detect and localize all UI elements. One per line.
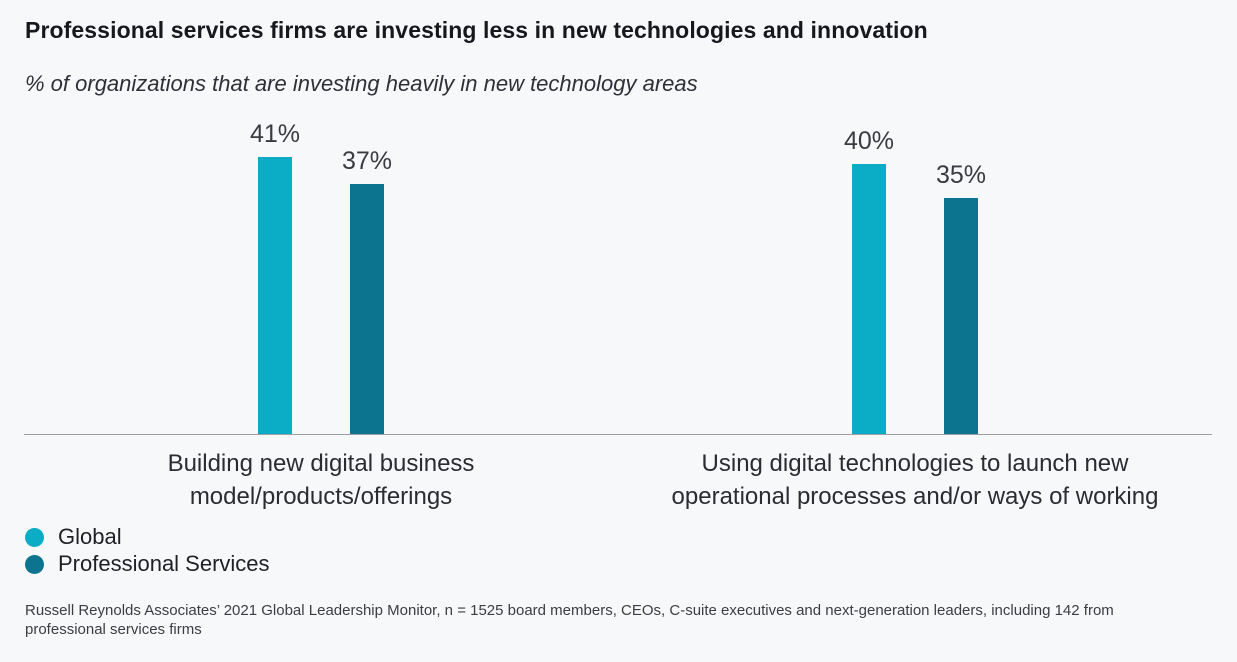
category-label: Using digital technologies to launch new… — [618, 447, 1212, 513]
category-label-line: Using digital technologies to launch new — [701, 450, 1129, 477]
category-label-line: model/products/offerings — [189, 483, 453, 510]
legend-item: Professional Services — [25, 551, 270, 577]
category-label-line: Building new digital business — [167, 450, 475, 477]
bar-group: 41% 37% — [24, 110, 618, 434]
bar-value-label: 40% — [843, 127, 894, 155]
bar-column: 35% — [936, 161, 986, 434]
category-label: Building new digital business model/produ… — [24, 447, 618, 513]
bar — [257, 157, 292, 434]
bar — [944, 198, 979, 434]
legend-item: Global — [25, 524, 270, 550]
bar-group: 40% 35% — [618, 110, 1212, 434]
bar — [350, 184, 385, 434]
chart-title: Professional services firms are investin… — [25, 17, 928, 43]
bar-column: 40% — [844, 127, 894, 434]
category-label-line: operational processes and/or ways of wor… — [671, 483, 1159, 510]
bar-value-label: 41% — [249, 120, 300, 148]
legend-label: Professional Services — [58, 551, 270, 576]
source-footnote: Russell Reynolds Associates’ 2021 Global… — [25, 602, 1114, 638]
bar-value-label: 37% — [342, 147, 393, 175]
plot-area: 41% 37% 40% 35% — [24, 110, 1212, 435]
legend-swatch-icon — [25, 527, 44, 547]
bar-column: 37% — [342, 147, 392, 434]
legend-swatch-icon — [25, 554, 44, 574]
bar-value-label: 35% — [936, 161, 987, 189]
bar — [851, 164, 886, 434]
category-axis: Building new digital business model/produ… — [24, 447, 1212, 513]
legend-label: Global — [58, 524, 122, 549]
legend: Global Professional Services — [25, 524, 270, 577]
bar-column: 41% — [250, 120, 300, 434]
chart-subtitle: % of organizations that are investing he… — [25, 71, 698, 96]
